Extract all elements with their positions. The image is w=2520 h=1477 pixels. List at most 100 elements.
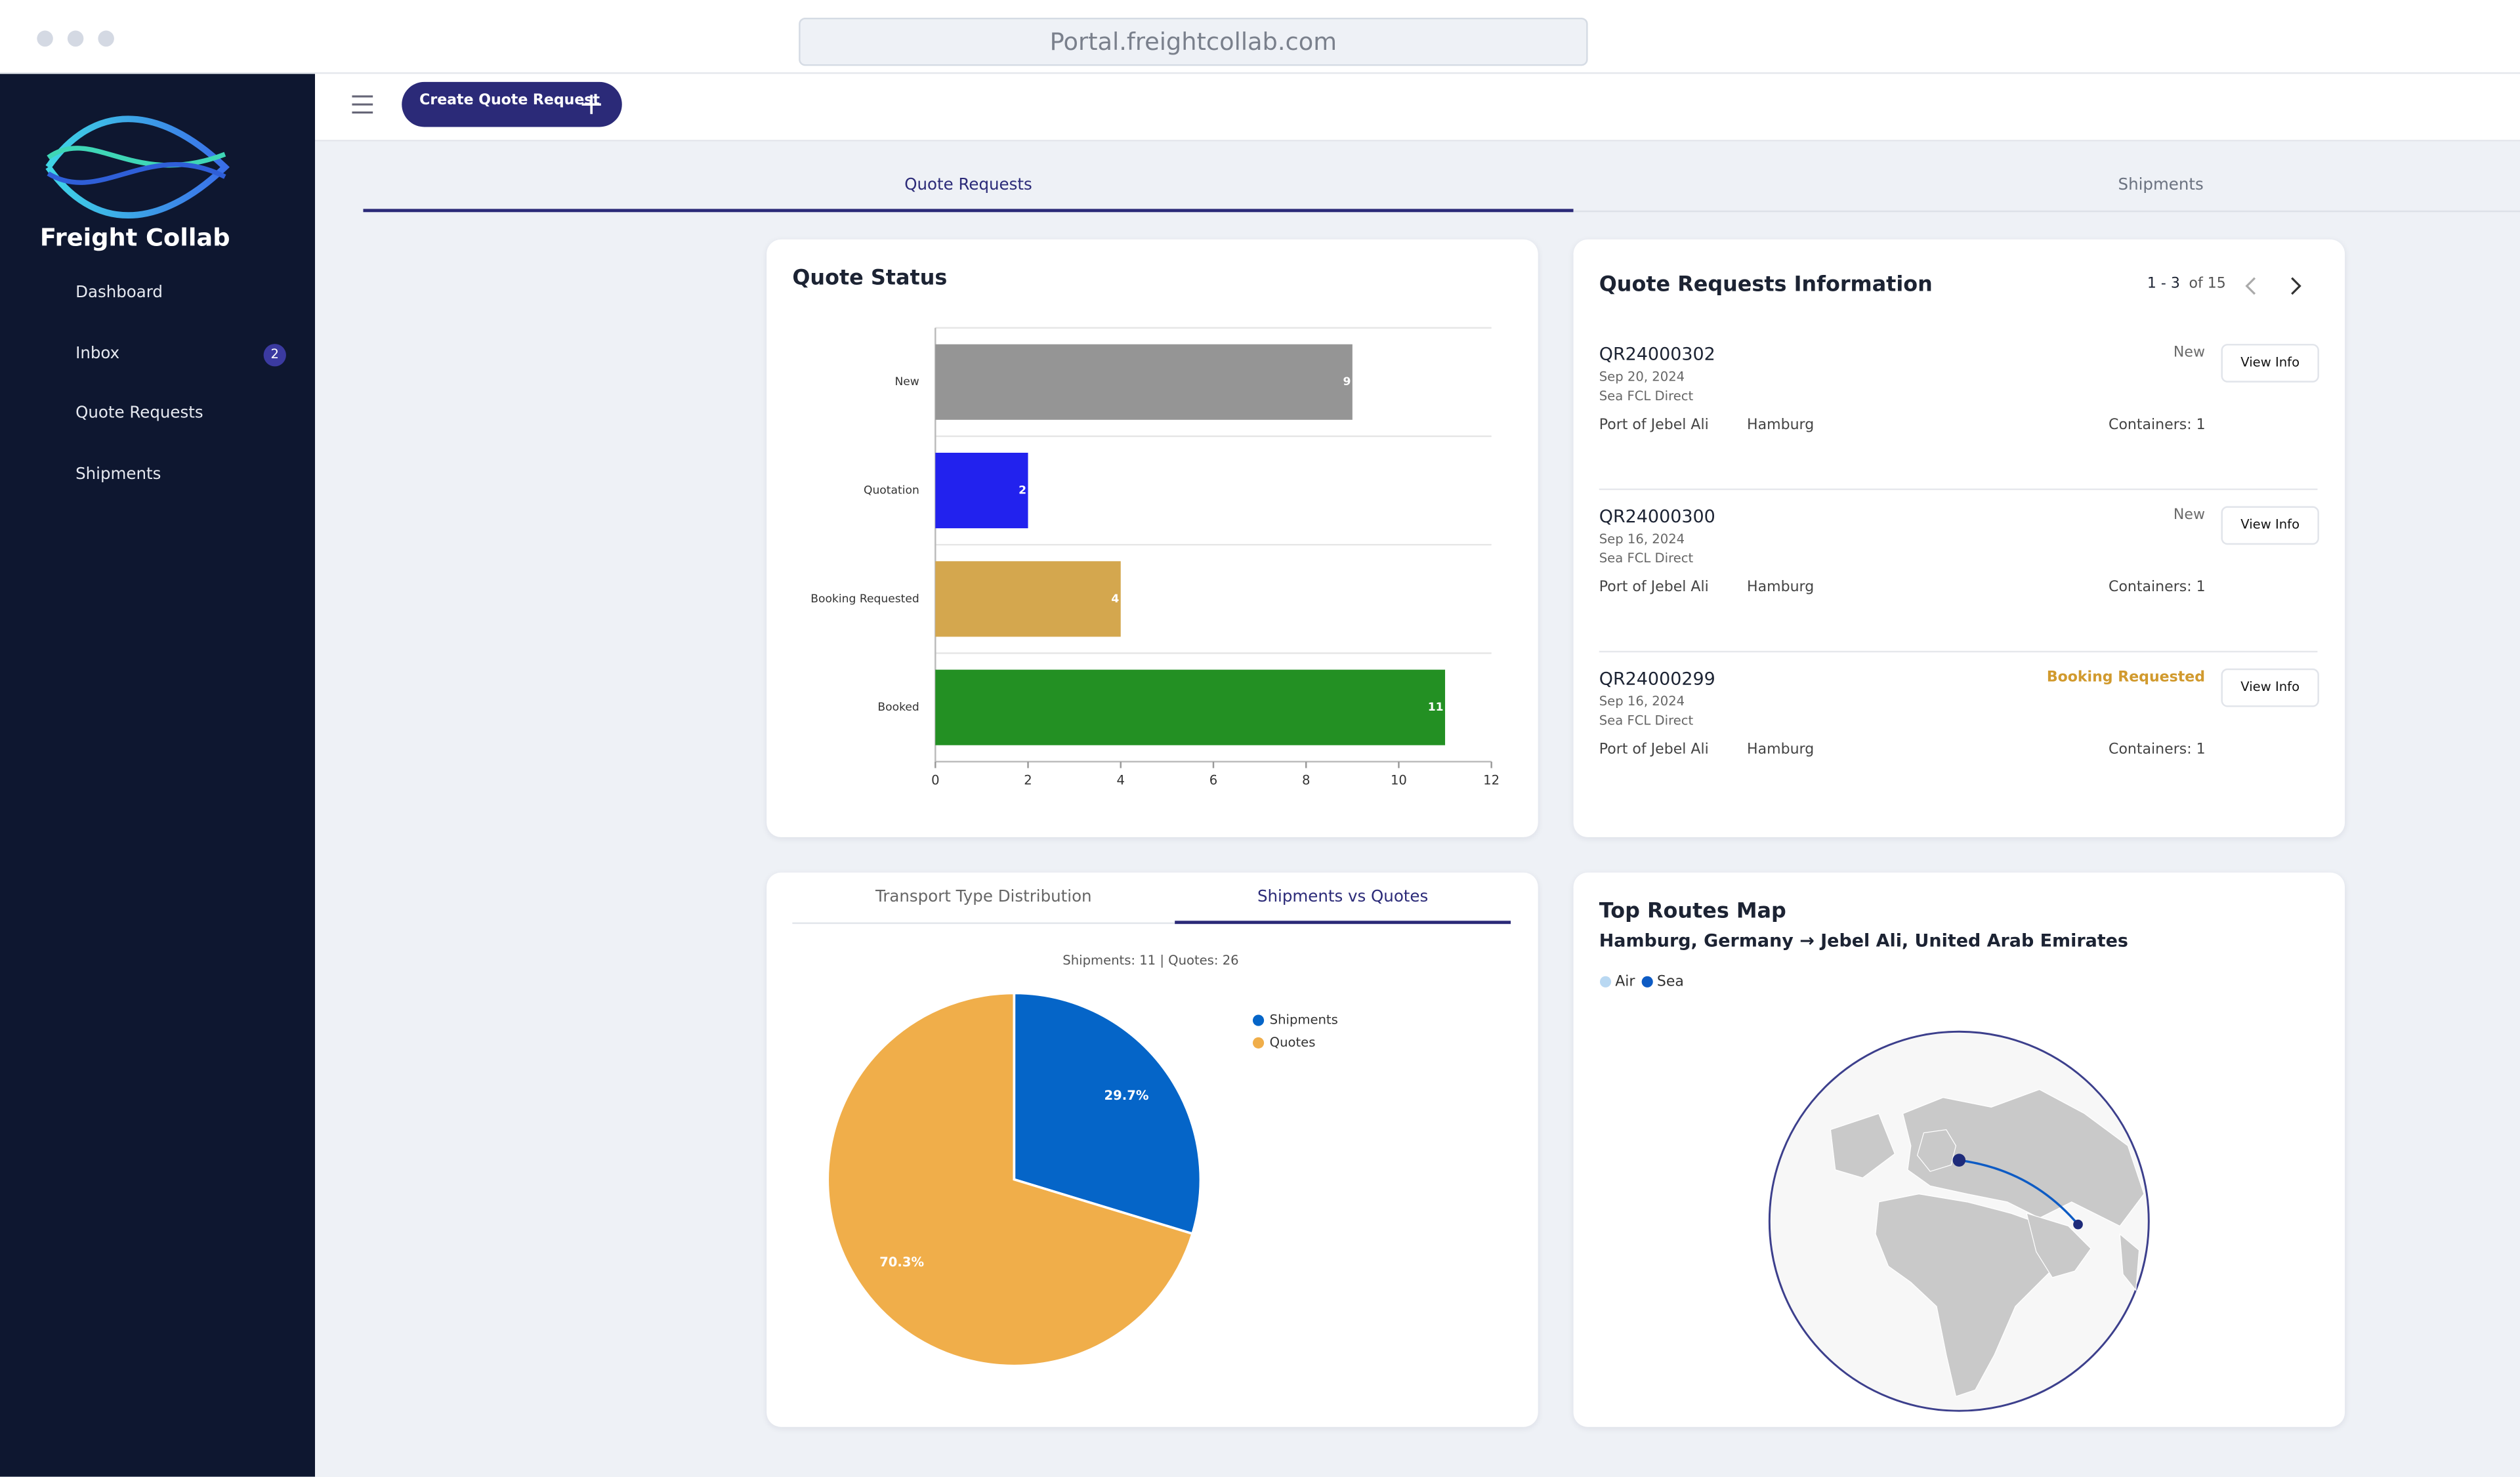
containers: Containers: 1 xyxy=(2109,417,2206,434)
slice-label: 29.7% xyxy=(1104,1088,1149,1103)
nav-label: Shipments xyxy=(75,465,161,483)
containers: Containers: 1 xyxy=(2109,580,2206,596)
bar-chart: 0 2 4 6 8 10 12 New 9 Quotation 2 Booking Requested… xyxy=(810,327,1500,788)
bar xyxy=(935,561,1121,637)
value-label: 4 xyxy=(1111,593,1119,606)
tab-divider xyxy=(1573,210,2520,213)
legend-swatch xyxy=(1252,1014,1265,1026)
bar xyxy=(935,669,1446,745)
tab-divider xyxy=(792,922,1511,925)
button-label: Create Quote Request xyxy=(419,93,600,110)
quote-date: Sep 20, 2024 xyxy=(1599,369,1685,385)
card-title: Quote Status xyxy=(792,266,948,291)
nav-badge: 2 xyxy=(263,343,286,366)
pie-chart: Shipments: 11 | Quotes: 26 29.7% 70.3% Ship… xyxy=(826,953,1338,1367)
pie-slice xyxy=(1013,991,1202,1236)
quote-service: Sea FCL Direct xyxy=(1599,551,1694,566)
nav-item[interactable]: Inbox 2 xyxy=(0,335,315,374)
nav-label: Quote Requests xyxy=(75,405,203,423)
slice-label: 70.3% xyxy=(879,1255,924,1270)
prev-page[interactable] xyxy=(2245,276,2258,295)
route-map: Air Sea xyxy=(1599,973,2150,1412)
button-label: View Info xyxy=(2240,517,2300,532)
quote-item: QR24000300 Sep 16, 2024 Sea FCL Direct New V… xyxy=(1574,506,2345,671)
pager-range: 1 - 3 xyxy=(2147,276,2180,293)
nav-item[interactable]: Quote Requests xyxy=(0,395,315,434)
nav-label: Dashboard xyxy=(75,284,163,302)
route-destination: Hamburg xyxy=(1747,580,1815,596)
y-tick-label: New xyxy=(894,375,919,388)
x-tick-label: 6 xyxy=(1209,773,1217,788)
x-tick-label: 10 xyxy=(1391,773,1407,788)
chart-subtitle: Shipments: 11 | Quotes: 26 xyxy=(1062,953,1238,968)
value-label: 9 xyxy=(1343,375,1351,388)
top-bar: Create Quote Request xyxy=(315,73,2520,142)
card-title: Top Routes Map xyxy=(1599,900,1786,925)
button-label: View Info xyxy=(2240,679,2300,694)
x-tick-label: 8 xyxy=(1302,773,1310,788)
nav-item[interactable]: Shipments xyxy=(0,455,315,494)
y-tick-label: Booked xyxy=(877,701,919,714)
bar xyxy=(935,453,1028,529)
tab[interactable]: Shipments xyxy=(2118,177,2204,195)
quote-date: Sep 16, 2024 xyxy=(1599,531,1685,547)
browser-bar: Portal.freightcollab.com xyxy=(0,0,2520,74)
quote-status: New xyxy=(2173,507,2206,524)
pie-slice xyxy=(826,991,1194,1367)
view-info-button[interactable]: View Info xyxy=(2221,668,2319,707)
route-origin: Port of Jebel Ali xyxy=(1599,742,1709,759)
menu-icon[interactable] xyxy=(352,94,374,114)
bar xyxy=(935,344,1353,420)
quote-item: QR24000299 Sep 16, 2024 Sea FCL Direct Book… xyxy=(1574,668,2345,833)
tab[interactable]: Quote Requests xyxy=(904,177,1032,195)
divider xyxy=(1599,650,2318,653)
quote-status: New xyxy=(2173,345,2206,362)
route-line xyxy=(1959,1159,2079,1226)
route-title: Hamburg, Germany → Jebel Ali, United Ara… xyxy=(1599,930,2128,951)
route-destination: Hamburg xyxy=(1747,742,1815,759)
distribution-card: Shipments: 11 | Quotes: 26 29.7% 70.3% Ship… xyxy=(766,872,1538,1427)
legend-swatch xyxy=(1641,976,1653,988)
value-label: 2 xyxy=(1018,484,1026,497)
sidebar: Freight Collab Dashboard Inbox 2 Quote Requ… xyxy=(0,73,316,1477)
x-tick-label: 0 xyxy=(931,773,939,788)
view-info-button[interactable]: View Info xyxy=(2221,344,2319,383)
tab-indicator xyxy=(363,209,1574,213)
url-bar[interactable]: Portal.freightcollab.com xyxy=(799,17,1588,66)
quote-id: QR24000299 xyxy=(1599,668,1715,690)
route-destination: Hamburg xyxy=(1747,417,1815,434)
containers: Containers: 1 xyxy=(2109,742,2206,759)
legend-swatch xyxy=(1252,1037,1265,1049)
view-info-button[interactable]: View Info xyxy=(2221,506,2319,545)
quote-item: QR24000302 Sep 20, 2024 Sea FCL Direct New V… xyxy=(1574,344,2345,508)
y-tick-label: Quotation xyxy=(864,484,919,497)
create-quote-button[interactable]: Create Quote Request xyxy=(402,81,622,127)
legend-swatch xyxy=(1599,976,1612,988)
tab[interactable]: Transport Type Distribution xyxy=(875,888,1092,907)
x-tick-label: 4 xyxy=(1117,773,1125,788)
destination-pin xyxy=(2073,1219,2083,1230)
legend-label: Quotes xyxy=(1270,1035,1316,1050)
quote-id: QR24000302 xyxy=(1599,344,1715,365)
pager-total: of 15 xyxy=(2189,276,2226,293)
card-title: Quote Requests Information xyxy=(1599,273,1933,298)
x-tick-label: 2 xyxy=(1024,773,1032,788)
brand-name: Freight Collab xyxy=(39,223,230,253)
nav-item[interactable]: Dashboard xyxy=(0,275,315,314)
quote-status-card: Quote Status 0 2 4 6 8 10 12 New 9 Quotation 2 Book… xyxy=(766,239,1538,837)
x-tick-label: 12 xyxy=(1483,773,1500,788)
route-origin: Port of Jebel Ali xyxy=(1599,417,1709,434)
map-card: Top Routes Map Hamburg, Germany → Jebel … xyxy=(1573,872,2345,1427)
land xyxy=(1830,1089,2145,1397)
legend-label: Sea xyxy=(1657,973,1684,989)
tab[interactable]: Shipments vs Quotes xyxy=(1257,888,1429,907)
legend-label: Air xyxy=(1615,973,1635,989)
quote-info-card: Quote Requests Information 1 - 3 of 15 Q… xyxy=(1573,239,2345,837)
route-origin: Port of Jebel Ali xyxy=(1599,580,1709,596)
tab-indicator xyxy=(1175,921,1511,925)
divider xyxy=(1599,488,2318,490)
logo xyxy=(45,115,230,218)
next-page[interactable] xyxy=(2288,276,2301,295)
value-label: 11 xyxy=(1428,701,1444,714)
